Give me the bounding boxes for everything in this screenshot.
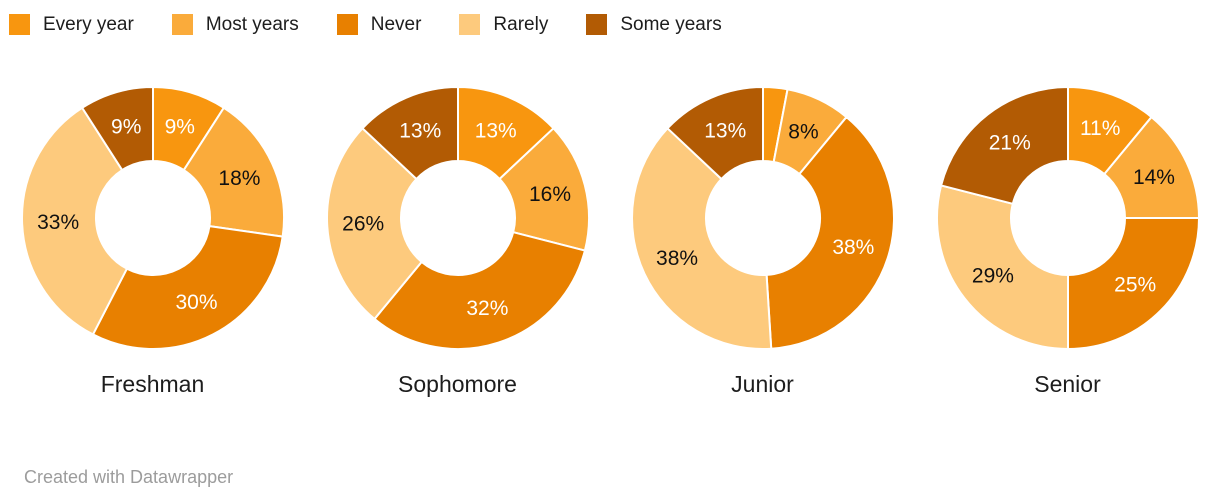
attribution: Created with Datawrapper bbox=[24, 467, 233, 488]
chart-legend: Every year Most years Never Rarely Some year… bbox=[9, 14, 722, 35]
donut-chart-senior: 11% 14% 25% 29% 21% Senior bbox=[915, 85, 1220, 399]
legend-item-some-years: Some years bbox=[586, 14, 722, 35]
chart-title: Freshman bbox=[100, 371, 205, 397]
legend-label: Rarely bbox=[493, 14, 549, 35]
legend-item-rarely: Rarely bbox=[459, 14, 548, 35]
slice-label: 8% bbox=[788, 121, 818, 144]
legend-swatch bbox=[459, 14, 481, 35]
legend-label: Most years bbox=[205, 14, 299, 35]
slice-label: 26% bbox=[342, 212, 384, 235]
donut-svg: 13% 16% 32% 26% 13% bbox=[325, 86, 590, 350]
slice-label: 13% bbox=[474, 119, 516, 142]
slice-label: 9% bbox=[164, 115, 194, 138]
donut-slice-some-years[interactable] bbox=[80, 86, 154, 172]
donut-slice-never[interactable] bbox=[91, 225, 284, 350]
donut-slice-some-years[interactable] bbox=[666, 86, 764, 180]
donut-slice-some-years[interactable] bbox=[939, 86, 1069, 205]
legend-swatch bbox=[336, 14, 358, 35]
legend-swatch bbox=[171, 14, 193, 35]
legend-item-most-years: Most years bbox=[171, 14, 299, 35]
slice-label: 18% bbox=[218, 167, 260, 190]
slice-label: 38% bbox=[832, 236, 874, 259]
slice-label: 14% bbox=[1132, 166, 1174, 189]
legend-label: Every year bbox=[43, 14, 134, 35]
slice-label: 9% bbox=[111, 115, 141, 138]
chart-title: Junior bbox=[731, 371, 794, 397]
donut-slice-rarely[interactable] bbox=[630, 127, 772, 350]
slice-label: 11% bbox=[1079, 117, 1119, 140]
legend-item-every-year: Every year bbox=[9, 14, 134, 35]
donut-chart-freshman: 9% 18% 30% 33% 9% Freshman bbox=[0, 85, 305, 399]
legend-label: Some years bbox=[620, 14, 722, 35]
donut-slice-some-years[interactable] bbox=[361, 86, 459, 180]
slice-label: 25% bbox=[1114, 274, 1156, 297]
donut-svg: 11% 14% 25% 29% 21% bbox=[935, 86, 1200, 350]
slice-label: 29% bbox=[971, 265, 1013, 288]
donut-svg: 8% 38% 38% 13% bbox=[630, 86, 895, 350]
slice-label: 13% bbox=[704, 119, 746, 142]
donut-slice-never[interactable] bbox=[1066, 217, 1200, 350]
donut-slice-never[interactable] bbox=[373, 231, 586, 350]
slice-label: 33% bbox=[37, 211, 79, 234]
donut-chart-sophomore: 13% 16% 32% 26% 13% Sophomore bbox=[305, 85, 610, 399]
donut-slice-most-years[interactable] bbox=[182, 106, 285, 238]
chart-title: Senior bbox=[1034, 371, 1101, 397]
charts-row: 9% 18% 30% 33% 9% Freshman 13% 16% 32% 26% 13% Soph… bbox=[0, 85, 1220, 399]
chart-title: Sophomore bbox=[398, 371, 517, 397]
legend-item-never: Never bbox=[336, 14, 422, 35]
legend-swatch bbox=[9, 14, 30, 35]
donut-slice-rarely[interactable] bbox=[325, 127, 423, 320]
donut-svg: 9% 18% 30% 33% 9% bbox=[20, 86, 285, 350]
legend-label: Never bbox=[370, 14, 422, 35]
slice-label: 21% bbox=[988, 131, 1030, 154]
donut-slice-never[interactable] bbox=[765, 116, 895, 350]
slice-label: 32% bbox=[466, 297, 508, 320]
legend-swatch bbox=[586, 14, 608, 35]
slice-label: 38% bbox=[656, 247, 698, 270]
slice-label: 16% bbox=[529, 183, 571, 206]
donut-slice-rarely[interactable] bbox=[935, 184, 1069, 350]
donut-slice-rarely[interactable] bbox=[20, 106, 128, 336]
slice-label: 13% bbox=[399, 119, 441, 142]
slice-label: 30% bbox=[175, 291, 217, 314]
attribution-text: Created with Datawrapper bbox=[24, 467, 234, 487]
donut-slice-most-years[interactable] bbox=[1102, 116, 1200, 219]
donut-chart-junior: 8% 38% 38% 13% Junior bbox=[610, 85, 915, 399]
